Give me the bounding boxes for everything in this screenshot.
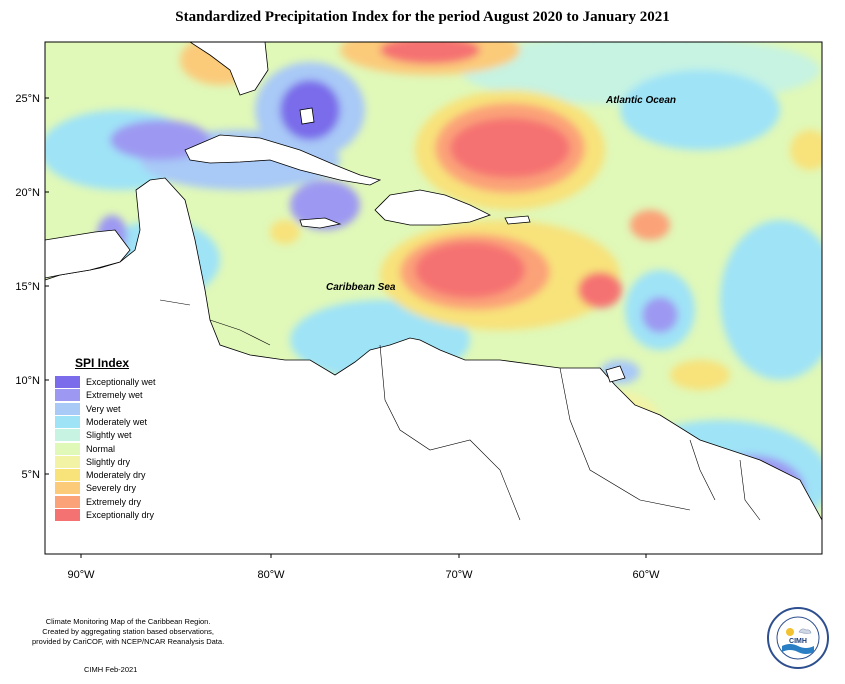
credit-line: provided by CariCOF, with NCEP/NCAR Rean…: [32, 637, 225, 646]
credit-line: Created by aggregating station based obs…: [42, 627, 214, 636]
borders: [159, 299, 761, 521]
lat-label: 10°N: [15, 375, 40, 387]
legend-swatch: [55, 415, 80, 428]
axis-ticks: [45, 97, 647, 558]
legend-label: Very wet: [86, 403, 121, 414]
lat-label: 5°N: [22, 469, 41, 481]
cimh-logo: CIMH: [767, 607, 829, 669]
legend-label: Extremely wet: [86, 390, 143, 401]
legend-item: Exceptionally wet: [55, 376, 170, 388]
legend-item: Slightly wet: [55, 429, 170, 442]
legend-label: Exceptionally dry: [86, 510, 155, 520]
lat-label: 20°N: [15, 187, 40, 199]
legend-swatch: [55, 429, 80, 442]
lat-label: 25°N: [15, 93, 40, 105]
sun-icon: [786, 628, 794, 636]
legend-item: Severely dry: [55, 482, 170, 495]
legend-item: Extremely wet: [55, 389, 170, 402]
legend-item: Slightly dry: [55, 455, 170, 468]
legend-swatch: [55, 455, 80, 468]
legend-swatch: [55, 482, 80, 495]
legend-item: Exceptionally dry: [55, 509, 170, 521]
legend-item: Moderately dry: [55, 469, 170, 482]
lon-label: 70°W: [445, 569, 473, 581]
legend-swatch: [55, 442, 80, 455]
land: [45, 42, 822, 554]
caribbean-sea-label: Caribbean Sea: [326, 282, 396, 293]
legend-label: Normal: [86, 443, 116, 454]
credit-text: Climate Monitoring Map of the Caribbean …: [32, 617, 224, 647]
legend-swatch: [55, 469, 80, 482]
atlantic-ocean-label: Atlantic Ocean: [605, 95, 676, 106]
logo-name: CIMH: [789, 638, 807, 645]
map-title: Standardized Precipitation Index for the…: [175, 9, 670, 25]
date-tag: CIMH Feb-2021: [84, 665, 138, 674]
legend-item: Normal: [55, 442, 170, 455]
legend-swatch: [55, 509, 80, 521]
legend-label: Exceptionally wet: [86, 377, 156, 387]
legend-swatch: [55, 389, 80, 402]
legend-item: Moderately wet: [55, 415, 170, 428]
legend-title: SPI Index: [75, 356, 130, 370]
legend-swatch: [55, 495, 80, 508]
lon-label: 80°W: [257, 569, 285, 581]
legend-label: Slightly wet: [86, 430, 132, 441]
lon-label: 60°W: [632, 569, 660, 581]
spi-legend: SPI Index Exceptionally wet Extremely wet…: [52, 356, 170, 524]
cloud-icon: [798, 628, 812, 634]
legend-label: Moderately dry: [86, 470, 146, 481]
legend-item: Very wet: [55, 402, 170, 415]
water-icon: [782, 644, 814, 654]
legend-item: Extremely dry: [55, 495, 170, 508]
legend-label: Slightly dry: [86, 456, 131, 467]
spi-field: [45, 42, 822, 554]
legend-label: Severely dry: [86, 483, 137, 494]
credit-line: Climate Monitoring Map of the Caribbean …: [45, 617, 211, 626]
legend-swatch: [55, 402, 80, 415]
legend-label: Extremely dry: [86, 496, 142, 507]
lon-label: 90°W: [67, 569, 95, 581]
lat-label: 15°N: [15, 281, 40, 293]
legend-label: Moderately wet: [86, 416, 148, 427]
legend-swatch: [55, 376, 80, 388]
